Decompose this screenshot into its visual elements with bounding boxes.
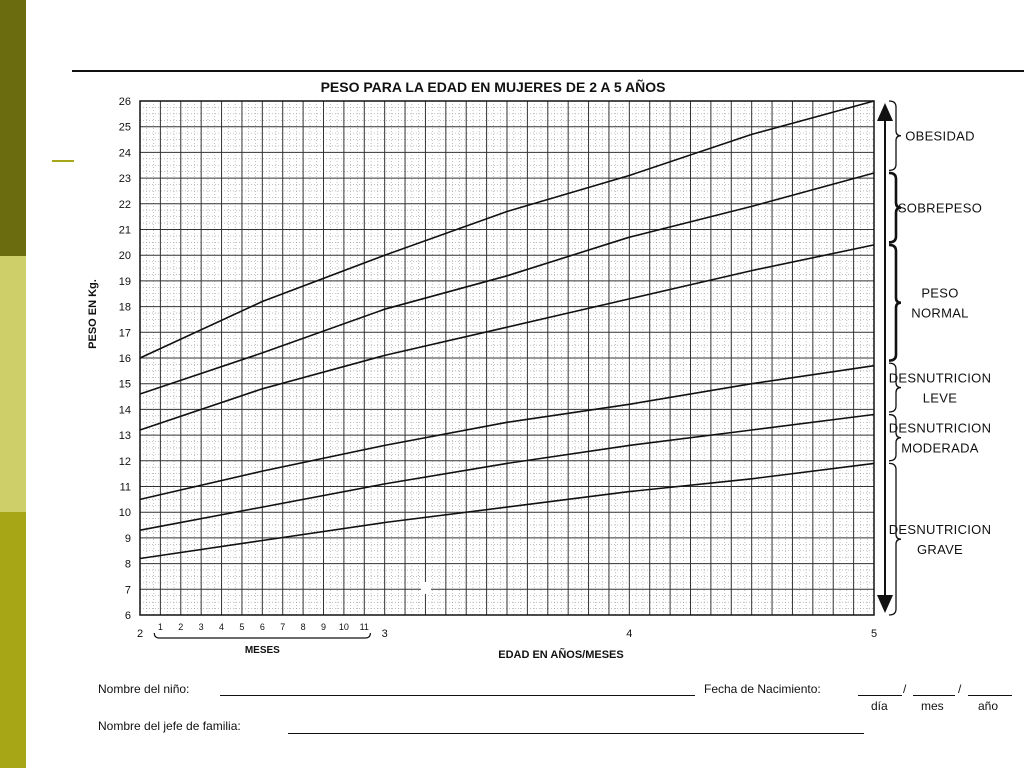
y-tick-label: 20	[119, 250, 131, 262]
year-label: año	[978, 699, 999, 713]
y-tick-label: 6	[125, 610, 131, 622]
band-label: DESNUTRICION	[889, 421, 992, 436]
band-label: PESO	[921, 286, 958, 301]
series-line-1	[139, 462, 875, 560]
y-tick-label: 16	[119, 353, 131, 365]
series-line-2	[139, 413, 875, 531]
y-tick-label: 22	[119, 199, 131, 211]
series-line-6	[139, 100, 875, 359]
month-tick-label: 6	[260, 622, 265, 632]
y-tick-label: 24	[119, 147, 131, 159]
x-tick-label: 5	[871, 628, 877, 640]
month-tick-label: 2	[178, 622, 183, 632]
band-label: SOBREPESO	[898, 201, 982, 216]
range-arrow-down	[877, 595, 893, 613]
month-bracket	[153, 632, 371, 639]
y-tick-label: 9	[125, 533, 131, 545]
slide-accent-dash	[52, 160, 74, 162]
day-label: día	[871, 699, 888, 713]
band-brace-1	[888, 100, 902, 172]
birth-day-line	[858, 695, 902, 696]
month-tick-label: 7	[280, 622, 285, 632]
y-tick-label: 18	[119, 302, 131, 314]
y-tick-label: 13	[119, 430, 131, 442]
y-tick-label: 11	[120, 482, 131, 494]
month-tick-label: 3	[199, 622, 204, 632]
band-label: DESNUTRICION	[889, 371, 992, 386]
series-line-3	[139, 364, 875, 501]
y-tick-label: 14	[119, 404, 131, 416]
child-name-line	[220, 695, 695, 696]
band-brace-3	[888, 243, 902, 362]
month-tick-label: 1	[158, 622, 163, 632]
y-tick-label: 15	[119, 379, 131, 391]
band-label: LEVE	[923, 391, 957, 406]
month-tick-label: 5	[239, 622, 244, 632]
series-line-5	[139, 172, 875, 395]
band-label: NORMAL	[911, 306, 968, 321]
y-tick-label: 23	[119, 173, 131, 185]
slide-stripe-dark	[0, 0, 26, 256]
x-tick-label: 2	[137, 628, 143, 640]
band-label: GRAVE	[917, 542, 963, 557]
month-group-label: MESES	[245, 645, 280, 656]
y-tick-label: 10	[119, 507, 131, 519]
band-brace-2	[888, 171, 902, 244]
y-tick-label: 17	[119, 327, 131, 339]
month-tick-label: 9	[321, 622, 326, 632]
month-label: mes	[921, 699, 944, 713]
month-tick-label: 10	[339, 622, 349, 632]
month-tick-label: 8	[301, 622, 306, 632]
head-name-line	[288, 733, 864, 734]
y-tick-label: 19	[119, 276, 131, 288]
y-axis-label: PESO EN Kg.	[87, 279, 99, 349]
chart-title: PESO PARA LA EDAD EN MUJERES DE 2 A 5 AÑ…	[321, 78, 666, 95]
x-tick-label: 3	[382, 628, 388, 640]
y-tick-label: 7	[125, 584, 131, 596]
y-tick-label: 26	[119, 96, 131, 108]
x-tick-label: 4	[626, 628, 632, 640]
slide-stripe-olive	[0, 512, 26, 768]
band-label: DESNUTRICION	[889, 522, 992, 537]
child-name-label: Nombre del niño:	[98, 682, 190, 696]
y-tick-label: 21	[119, 225, 131, 237]
x-axis-label: EDAD EN AÑOS/MESES	[498, 648, 624, 661]
band-brace-4	[888, 362, 902, 413]
slide-top-rule	[72, 70, 1024, 72]
date-slash-2: /	[958, 682, 962, 696]
chart-marker	[421, 582, 431, 594]
band-label: OBESIDAD	[905, 129, 975, 144]
date-slash-1: /	[903, 682, 907, 696]
slide-stripe-light	[0, 256, 26, 512]
birth-date-label: Fecha de Nacimiento:	[704, 682, 821, 696]
y-tick-label: 8	[125, 559, 131, 571]
band-label: MODERADA	[901, 441, 979, 456]
range-arrow-up	[877, 103, 893, 121]
birth-month-line	[913, 695, 955, 696]
y-tick-label: 12	[119, 456, 131, 468]
series-line-4	[139, 244, 875, 431]
month-tick-label: 11	[360, 622, 369, 632]
band-brace-6	[888, 462, 902, 616]
birth-year-line	[968, 695, 1012, 696]
band-brace-5	[888, 413, 902, 462]
y-tick-label: 25	[119, 122, 131, 134]
head-name-label: Nombre del jefe de familia:	[98, 719, 241, 733]
month-tick-label: 4	[219, 622, 224, 632]
